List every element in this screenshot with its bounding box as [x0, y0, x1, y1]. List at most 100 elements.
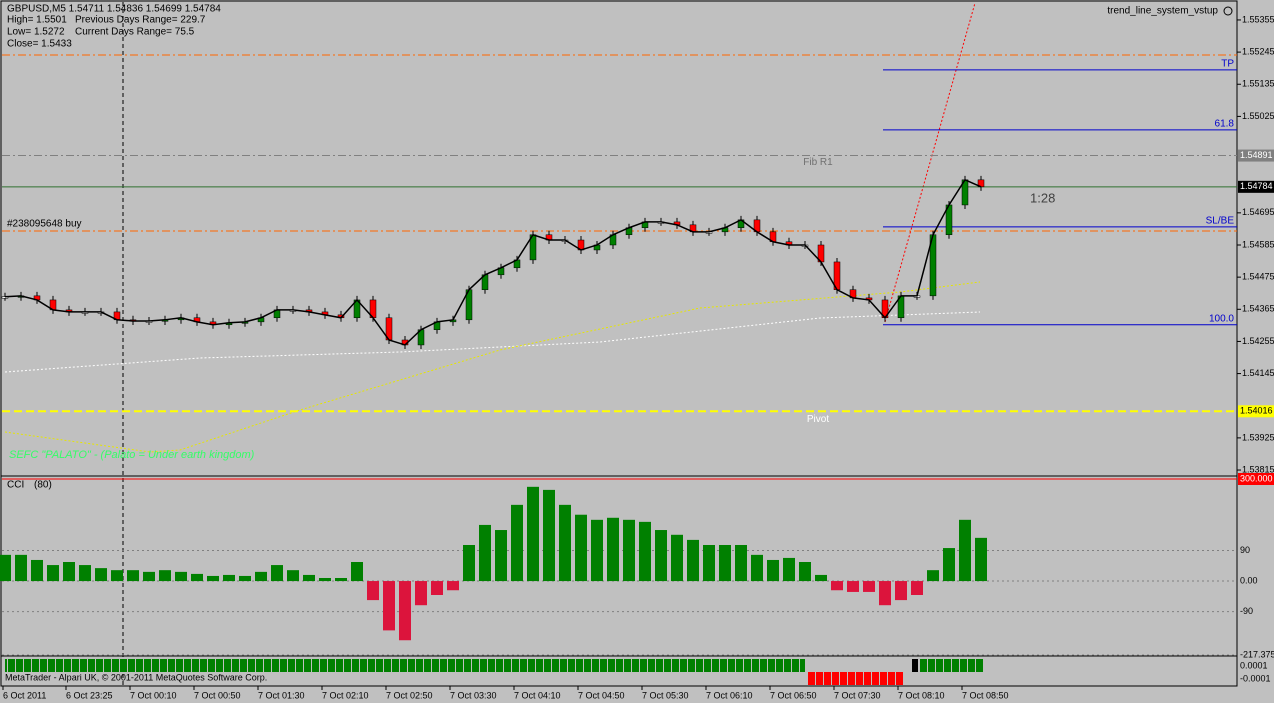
y-tick-label: 1.53925	[1242, 432, 1274, 442]
cci-bar	[543, 489, 555, 582]
cci-bar	[943, 548, 955, 582]
cci-bar	[879, 581, 891, 606]
cci-bar	[111, 570, 123, 582]
price-box	[1238, 473, 1274, 485]
x-tick-label: 7 Oct 07:30	[834, 690, 881, 700]
cci-period: (80)	[34, 480, 52, 491]
cur-range: Current Days Range= 75.5	[75, 27, 195, 38]
cci-tick-label: 0.00	[1240, 575, 1258, 585]
x-tick-label: 7 Oct 08:50	[962, 690, 1009, 700]
cci-bar	[367, 581, 379, 601]
x-tick-label: 7 Oct 00:10	[130, 690, 177, 700]
x-tick-label: 7 Oct 01:30	[258, 690, 305, 700]
prev-range: Previous Days Range= 229.7	[75, 15, 206, 26]
cci-bar	[239, 575, 251, 582]
x-tick-label: 7 Oct 02:50	[386, 690, 433, 700]
x-tick-label: 7 Oct 00:50	[194, 690, 241, 700]
cci-bar	[911, 581, 923, 596]
cci-bar	[127, 570, 139, 582]
y-tick-label: 1.55025	[1242, 111, 1274, 121]
cci-bar	[719, 544, 731, 582]
bullbear-tick-label: 0.0001	[1240, 660, 1268, 670]
y-tick-label: 1.54255	[1242, 336, 1274, 346]
low: Low= 1.5272	[7, 27, 65, 38]
level-label: Pivot	[807, 414, 829, 425]
cci-bar	[815, 574, 827, 582]
bullbear-bars	[5, 659, 805, 672]
cci-bar	[959, 519, 971, 582]
close: Close= 1.5433	[7, 39, 72, 50]
symbol-line: GBPUSD,M5 1.54711 1.54836 1.54699 1.5478…	[7, 4, 221, 15]
price-box	[1238, 149, 1274, 162]
bullbear-bars	[808, 672, 904, 685]
cci-bar	[831, 581, 843, 591]
level-label: Fib R1	[803, 157, 833, 168]
level-label: TP	[1221, 59, 1234, 70]
cci-bar	[79, 565, 91, 582]
cci-bar	[895, 581, 907, 601]
cci-bar	[463, 544, 475, 582]
cci-bar	[271, 565, 283, 582]
y-tick-label: 1.54475	[1242, 272, 1274, 282]
cci-bar	[287, 570, 299, 582]
cci-bar	[735, 544, 747, 582]
bullbear-tick-label: -0.0001	[1240, 673, 1271, 683]
cci-bar	[63, 562, 75, 582]
cci-bar	[927, 570, 939, 582]
y-tick-label: 1.54145	[1242, 368, 1274, 378]
cci-bar	[671, 534, 683, 582]
y-tick-label: 1.54585	[1242, 239, 1274, 249]
cci-bar	[303, 574, 315, 582]
price-box-label: 1.54016	[1240, 406, 1273, 416]
x-tick-label: 7 Oct 08:10	[898, 690, 945, 700]
cci-bar	[143, 571, 155, 582]
cci-tick-label: -217.375	[1240, 649, 1274, 659]
level-label: #238095648 buy	[7, 219, 82, 230]
cci-bar	[383, 581, 395, 631]
x-tick-label: 6 Oct 2011	[3, 690, 46, 700]
indicator-name: trend_line_system_vstup	[1107, 6, 1218, 17]
x-tick-label: 7 Oct 05:30	[642, 690, 689, 700]
cci-bar	[511, 504, 523, 582]
bullbear-bars	[912, 659, 918, 672]
price-box-label: 1.54891	[1240, 150, 1273, 160]
cci-bar	[399, 581, 411, 641]
cci-bar	[351, 562, 363, 582]
cci-bar	[687, 539, 699, 582]
x-tick-label: 7 Oct 04:50	[578, 690, 625, 700]
cci-bar	[335, 577, 347, 582]
cci-bar	[255, 571, 267, 582]
watermark: SEFC "PALATO" - (Palato = Under earth ki…	[9, 449, 255, 461]
ratio: 1:28	[1030, 190, 1055, 205]
cci-bar	[415, 581, 427, 606]
y-tick-label: 1.55355	[1242, 14, 1274, 24]
cci-tick-label: 90	[1240, 545, 1250, 555]
cci-bar	[767, 559, 779, 582]
cci-bar	[975, 537, 987, 582]
high: High= 1.5501	[7, 15, 67, 26]
cci-bar	[639, 521, 651, 582]
cci-bar	[607, 517, 619, 582]
x-tick-label: 7 Oct 04:10	[514, 690, 561, 700]
cci-bar	[655, 530, 667, 582]
level-label: 100.0	[1209, 313, 1234, 324]
cci-bar	[703, 544, 715, 582]
price-box	[1238, 405, 1274, 418]
cci-bar	[799, 562, 811, 582]
cci-bar	[479, 524, 491, 582]
cci-bar	[95, 568, 107, 582]
x-tick-label: 6 Oct 23:25	[66, 690, 113, 700]
cci-bar	[191, 573, 203, 582]
cci-bar	[591, 519, 603, 582]
cci-bar	[47, 565, 59, 582]
x-tick-label: 7 Oct 02:10	[322, 690, 369, 700]
bullbear-bars	[920, 659, 983, 672]
cci-title: CCI	[7, 480, 24, 491]
cci-bar	[575, 514, 587, 582]
cci-bar	[527, 486, 539, 582]
x-tick-label: 7 Oct 06:50	[770, 690, 817, 700]
cci-tick-label: 300.000	[1240, 473, 1273, 483]
price-box-label: 1.54784	[1240, 181, 1273, 191]
trend-line	[884, 2, 976, 323]
